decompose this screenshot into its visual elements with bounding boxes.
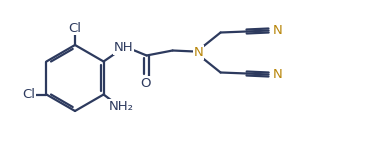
Text: Cl: Cl bbox=[22, 88, 35, 101]
Text: NH: NH bbox=[114, 41, 133, 54]
Text: N: N bbox=[273, 24, 283, 37]
Text: N: N bbox=[273, 68, 283, 81]
Text: Cl: Cl bbox=[68, 22, 81, 34]
Text: NH₂: NH₂ bbox=[109, 100, 134, 113]
Text: O: O bbox=[140, 77, 151, 90]
Text: N: N bbox=[194, 46, 204, 59]
